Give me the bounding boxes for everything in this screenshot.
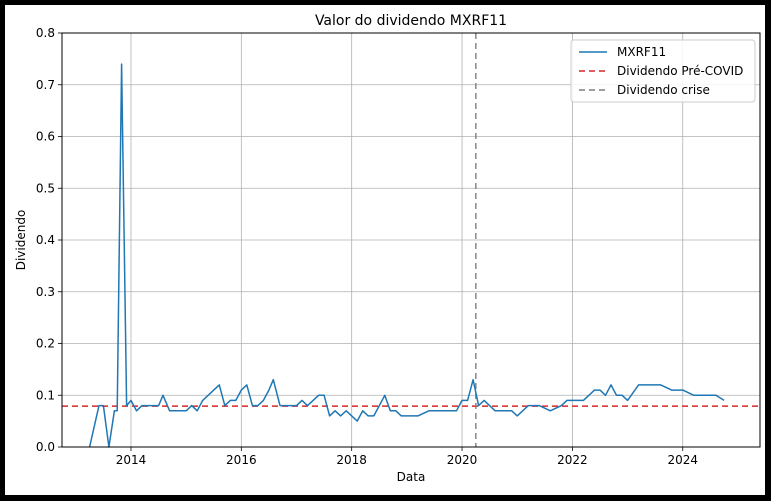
line-chart: 2014 2016 2018 2020 2022 2024 0.0 0.1 0.2 0.3 0.4 0…: [14, 13, 761, 484]
legend-entry-label: Dividendo Pré-COVID: [617, 64, 743, 78]
y-tick-label: 0.5: [36, 181, 55, 195]
legend-box: [570, 39, 756, 103]
chart-title: Valor do dividendo MXRF11: [315, 13, 507, 29]
y-tick-label: 0.8: [36, 26, 55, 40]
series-lines: [88, 63, 725, 448]
y-axis-label: Dividendo: [14, 210, 28, 271]
x-tick-label: 2022: [557, 453, 588, 467]
y-tick-label: 0.1: [36, 388, 55, 402]
legend-entry-label: MXRF11: [617, 45, 666, 59]
reference-lines: [62, 33, 760, 447]
legend: MXRF11 Dividendo Pré-COVID Dividendo crise: [570, 39, 756, 103]
x-tick-label: 2020: [447, 453, 478, 467]
y-tick-label: 0.3: [36, 285, 55, 299]
y-tick-label: 0.0: [36, 440, 55, 454]
axis-ticks: 2014 2016 2018 2020 2022 2024 0.0 0.1 0.2 0.3 0.4 0…: [36, 26, 698, 467]
x-tick-label: 2016: [226, 453, 257, 467]
chart-figure: 2014 2016 2018 2020 2022 2024 0.0 0.1 0.2 0.3 0.4 0…: [5, 5, 765, 495]
legend-entry-label: Dividendo crise: [617, 83, 710, 97]
y-tick-label: 0.2: [36, 337, 55, 351]
series-line-mxrf11: [88, 63, 725, 448]
y-tick-label: 0.4: [36, 233, 55, 247]
x-tick-label: 2018: [336, 453, 367, 467]
x-tick-label: 2024: [667, 453, 698, 467]
x-tick-label: 2014: [116, 453, 147, 467]
x-axis-label: Data: [397, 470, 426, 484]
y-tick-label: 0.6: [36, 130, 55, 144]
y-tick-label: 0.7: [36, 78, 55, 92]
